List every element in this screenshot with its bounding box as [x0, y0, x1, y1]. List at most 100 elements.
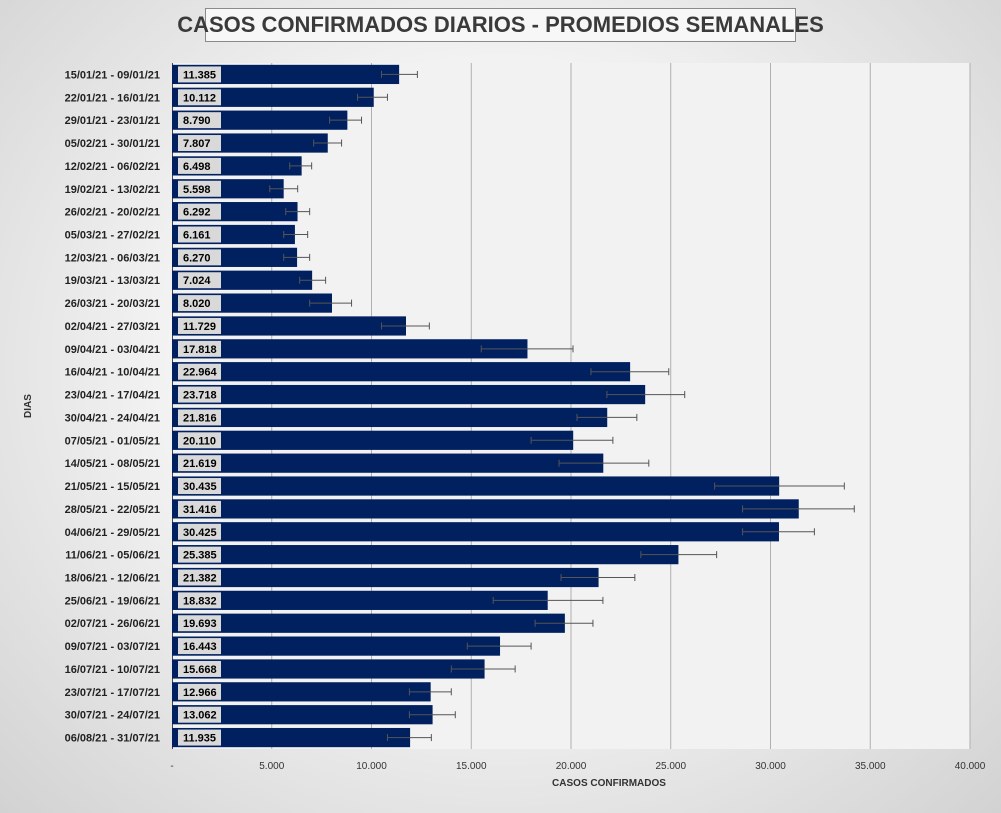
category-label: 19/02/21 - 13/02/21 [65, 184, 160, 196]
data-label: 7.807 [183, 138, 211, 150]
data-label: 8.020 [183, 298, 211, 310]
data-label: 30.435 [183, 481, 217, 493]
data-label-box [178, 112, 221, 129]
chart-title: CASOS CONFIRMADOS DIARIOS - PROMEDIOS SE… [177, 8, 824, 42]
y-axis-title: DIAS [23, 394, 34, 418]
category-label: 07/05/21 - 01/05/21 [65, 435, 160, 447]
data-label-box [178, 546, 221, 563]
data-label-box [178, 386, 221, 403]
bar [172, 567, 599, 588]
bar [172, 64, 400, 85]
category-label: 14/05/21 - 08/05/21 [65, 458, 160, 470]
error-bar [640, 551, 718, 559]
x-tick-label: 15.000 [456, 761, 487, 772]
bar [172, 407, 608, 428]
error-bar [380, 70, 418, 78]
bar [172, 362, 631, 382]
category-label: 16/04/21 - 10/04/21 [65, 367, 160, 379]
data-label: 16.443 [183, 641, 217, 653]
error-bar [576, 413, 638, 421]
data-label-box [178, 683, 221, 700]
data-label: 6.498 [183, 161, 211, 173]
data-label: 12.966 [183, 687, 217, 699]
error-bar [742, 528, 815, 536]
data-label-box [178, 272, 221, 289]
x-axis-title: CASOS CONFIRMADOS [552, 778, 666, 789]
category-label: 18/06/21 - 12/06/21 [65, 573, 160, 585]
error-bar [283, 253, 311, 261]
category-label: 23/07/21 - 17/07/21 [65, 687, 160, 699]
data-label-box [178, 455, 221, 472]
bar [172, 590, 548, 610]
data-label: 6.292 [183, 207, 211, 219]
data-label-box [178, 523, 221, 540]
category-label: 26/03/21 - 20/03/21 [65, 298, 160, 310]
bar [172, 636, 501, 656]
data-label: 23.718 [183, 390, 217, 402]
data-label-box [178, 706, 221, 723]
bar [172, 545, 679, 565]
category-label: 30/07/21 - 24/07/21 [65, 710, 160, 722]
data-label: 13.062 [183, 710, 217, 722]
data-label-box [178, 363, 221, 380]
error-bar [408, 688, 452, 696]
bar [172, 613, 565, 633]
data-label-box [178, 203, 221, 220]
data-label: 21.816 [183, 412, 217, 424]
error-bar [269, 185, 299, 193]
error-bar [742, 505, 855, 513]
category-label: 11/06/21 - 05/06/21 [65, 550, 160, 562]
bar [172, 499, 799, 519]
data-label-box [178, 569, 221, 586]
data-label: 19.693 [183, 618, 217, 630]
error-bar [408, 711, 456, 719]
data-label: 15.668 [183, 664, 217, 676]
category-label: 09/07/21 - 03/07/21 [65, 641, 160, 653]
data-label: 8.790 [183, 115, 211, 127]
bar [172, 727, 411, 748]
bar [172, 522, 779, 542]
category-label: 23/04/21 - 17/04/21 [65, 390, 160, 402]
category-label: 12/02/21 - 06/02/21 [65, 161, 160, 173]
data-label: 11.729 [183, 321, 216, 333]
data-label-box [178, 135, 221, 152]
data-label: 7.024 [183, 275, 211, 287]
data-label: 10.112 [183, 92, 216, 104]
category-label: 02/04/21 - 27/03/21 [65, 321, 160, 333]
error-bar [714, 482, 845, 490]
x-tick-label: 35.000 [855, 761, 886, 772]
x-tick-label: 30.000 [755, 761, 786, 772]
error-bar [285, 208, 311, 216]
data-label-box [178, 66, 221, 83]
error-bar [530, 436, 614, 444]
data-label: 6.270 [183, 252, 211, 264]
bar [172, 430, 574, 450]
data-label: 17.818 [183, 344, 217, 356]
category-label: 06/08/21 - 31/07/21 [65, 733, 160, 745]
data-label-box [178, 500, 221, 517]
x-tick-label: 5.000 [259, 761, 284, 772]
bar [172, 682, 431, 702]
data-label-box [178, 317, 221, 334]
data-label-box [178, 89, 221, 106]
category-label: 12/03/21 - 06/03/21 [65, 252, 160, 264]
category-label: 30/04/21 - 24/04/21 [65, 412, 160, 424]
category-label: 21/05/21 - 15/05/21 [65, 481, 160, 493]
error-bar [289, 162, 313, 170]
data-label: 21.619 [183, 458, 217, 470]
error-bar [558, 459, 650, 467]
category-label: 05/03/21 - 27/02/21 [65, 230, 160, 242]
data-label-box [178, 638, 221, 655]
bar [172, 384, 646, 405]
bar [172, 476, 780, 496]
data-label-box [178, 157, 221, 174]
data-label: 30.425 [183, 527, 217, 539]
error-bar [283, 231, 309, 238]
error-bar [590, 368, 670, 376]
bar [172, 705, 433, 725]
error-bar [480, 345, 574, 353]
data-label: 11.385 [183, 69, 216, 81]
error-bar [313, 139, 343, 147]
error-bar [386, 734, 432, 742]
